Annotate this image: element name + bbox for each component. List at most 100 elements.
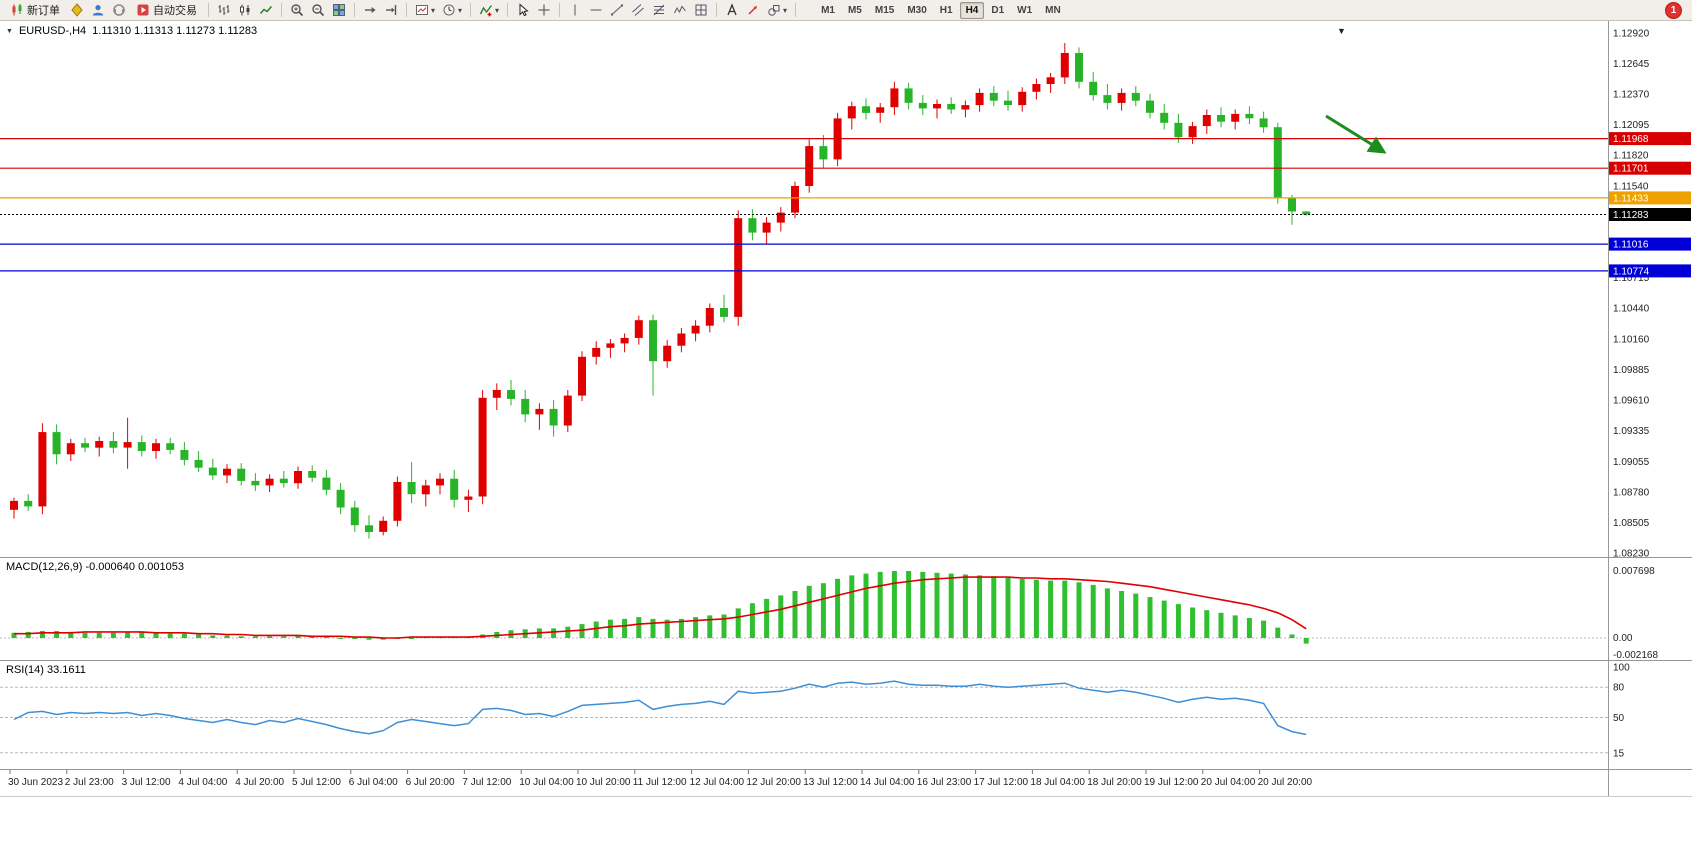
price-axis-label: 1.09610 — [1613, 396, 1650, 407]
cursor-tool-button[interactable] — [513, 1, 533, 19]
autotrade-button[interactable]: 自动交易 — [130, 1, 203, 19]
timeframe-m30-button[interactable]: M30 — [901, 2, 932, 19]
price-chart-panel[interactable]: 1.12920 1.12645 1.12370 1.12095 1.11820 1.115… — [0, 21, 1692, 557]
vertical-line-tool-button[interactable] — [565, 1, 585, 19]
time-axis-label: 4 Jul 20:00 — [235, 777, 284, 788]
macd-histogram-bar — [352, 638, 358, 639]
candle-body — [890, 88, 899, 108]
timeframe-w1-button[interactable]: W1 — [1011, 2, 1038, 19]
candle-body — [407, 482, 416, 495]
elliott-wave-tool-button[interactable] — [670, 1, 690, 19]
chart-ohlc-quote: 1.11310 1.11313 1.11273 1.11283 — [92, 25, 258, 37]
candle-body — [194, 459, 203, 468]
notification-badge[interactable]: 1 — [1665, 1, 1682, 19]
candle-body — [1160, 112, 1169, 123]
timeframe-m1-button[interactable]: M1 — [815, 2, 841, 19]
rsi-panel[interactable]: 100 80 50 15 — [0, 660, 1692, 769]
chart-quote-line: ▼ EURUSD-,H4 1.11310 1.11313 1.11273 1.1… — [6, 25, 257, 37]
candle-body — [1089, 81, 1098, 96]
timeframe-h1-button[interactable]: H1 — [934, 2, 959, 19]
macd-histogram-bar — [1133, 593, 1139, 638]
toolbar-separator — [208, 3, 209, 17]
timeframe-m15-button[interactable]: M15 — [869, 2, 900, 19]
toolbar-separator — [507, 3, 509, 17]
toolbar-separator — [559, 3, 561, 17]
line-chart-mode-button[interactable] — [256, 1, 276, 19]
macd-histogram-bar — [1048, 580, 1054, 638]
macd-histogram-bar — [891, 571, 897, 638]
text-label-tool-button[interactable] — [743, 1, 763, 19]
macd-axis-label: -0.002168 — [1613, 650, 1658, 660]
shapes-tool-button[interactable]: ▾ — [764, 1, 790, 19]
candle-body — [1288, 198, 1296, 212]
time-axis-label: 16 Jul 23:00 — [917, 777, 972, 788]
timeframe-h4-button[interactable]: H4 — [959, 1, 985, 19]
zoom-out-button[interactable] — [308, 1, 328, 19]
symbol-caret-icon[interactable]: ▼ — [6, 27, 13, 35]
candle-body — [748, 218, 757, 233]
chart-shift-button[interactable] — [381, 1, 401, 19]
price-tag — [1609, 237, 1691, 251]
chart-window[interactable]: ▼ EURUSD-,H4 1.11310 1.11313 1.11273 1.1… — [0, 21, 1692, 848]
line-chart-icon — [259, 5, 273, 14]
indicators-button[interactable]: ▾ — [476, 1, 502, 19]
price-axis-label: 1.08505 — [1613, 518, 1650, 529]
user-profile-button[interactable] — [88, 1, 108, 19]
timeframe-mn-button[interactable]: MN — [1039, 2, 1067, 19]
bar-chart-mode-button[interactable] — [214, 1, 234, 19]
candlestick-mode-button[interactable] — [235, 1, 255, 19]
price-tag-label: 1.10774 — [1613, 266, 1650, 277]
horizontal-line-tool-button[interactable] — [586, 1, 606, 19]
auto-scroll-button[interactable] — [360, 1, 380, 19]
autotrade-icon — [137, 4, 149, 16]
shapes-icon — [768, 5, 780, 16]
candle-body — [393, 482, 402, 521]
time-axis-label: 13 Jul 12:00 — [803, 777, 858, 788]
trend-arrow-annotation[interactable] — [1325, 114, 1387, 154]
timeframe-m5-button[interactable]: M5 — [842, 2, 868, 19]
support-button[interactable] — [109, 1, 129, 19]
tile-windows-button[interactable] — [329, 1, 349, 19]
crosshair-tool-button[interactable] — [534, 1, 554, 19]
candle-body — [265, 478, 274, 486]
crosshair-icon — [538, 4, 550, 16]
channel-tool-button[interactable] — [628, 1, 648, 19]
objects-grid-tool-button[interactable] — [691, 1, 711, 19]
time-axis[interactable]: 30 Jun 2023 2 Jul 23:00 3 Jul 12:00 4 Jul 0… — [0, 769, 1692, 797]
dropdown-arrow-icon: ▾ — [458, 5, 463, 15]
candle-body — [592, 347, 601, 357]
timeframe-d1-button[interactable]: D1 — [985, 2, 1010, 19]
macd-histogram-bar — [181, 633, 187, 639]
price-tag — [1609, 264, 1691, 278]
macd-histogram-bar — [252, 636, 258, 638]
zoom-in-button[interactable] — [287, 1, 307, 19]
macd-histogram-bar — [1218, 612, 1224, 638]
macd-panel[interactable]: 0.007698 0.00 -0.002168 — [0, 557, 1692, 660]
macd-histogram-bar — [920, 571, 926, 638]
candle-body — [606, 343, 615, 348]
macd-histogram-bar — [664, 619, 670, 638]
candle-body — [563, 395, 572, 426]
price-tag-label: 1.11016 — [1613, 240, 1649, 251]
profiles-button[interactable]: ▾ — [439, 1, 465, 19]
new-chart-button[interactable]: ▾ — [412, 1, 438, 19]
candle-body — [1046, 77, 1055, 84]
candle-body — [989, 92, 998, 101]
candle-body — [436, 478, 444, 486]
macd-histogram-bar — [380, 638, 386, 640]
candle-body — [904, 88, 913, 103]
trendline-tool-button[interactable] — [607, 1, 627, 19]
time-axis-label: 12 Jul 04:00 — [690, 777, 745, 788]
macd-histogram-bar — [1232, 615, 1238, 638]
mql5-community-button[interactable] — [67, 1, 87, 19]
macd-histogram-bar — [1175, 604, 1181, 638]
candle-body — [123, 442, 132, 448]
toolbar-separator — [795, 3, 797, 17]
new-order-button[interactable]: 新订单 — [4, 1, 66, 19]
text-tool-button[interactable] — [722, 1, 742, 19]
time-axis-label: 4 Jul 04:00 — [178, 777, 227, 788]
candle-body — [152, 443, 160, 451]
fibonacci-tool-button[interactable] — [649, 1, 669, 19]
candlestick-icon — [240, 4, 250, 16]
chart-shift-marker[interactable]: ▼ — [1337, 26, 1346, 36]
